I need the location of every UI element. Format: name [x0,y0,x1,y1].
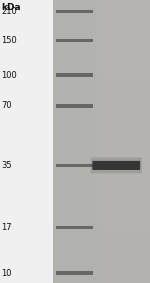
Text: 210: 210 [2,7,17,16]
Bar [56,73,93,77]
Text: kDa: kDa [2,3,21,12]
Bar [56,164,93,167]
Text: 70: 70 [2,101,12,110]
Text: 17: 17 [2,223,12,232]
Bar [56,271,93,275]
Bar [52,0,98,283]
Bar [56,104,93,108]
FancyBboxPatch shape [91,157,142,173]
Text: 10: 10 [2,269,12,278]
Bar [56,226,93,229]
Text: 35: 35 [2,161,12,170]
Bar [98,0,150,283]
Text: 150: 150 [2,36,17,45]
Bar [56,38,93,42]
Bar [56,10,93,13]
Text: 100: 100 [2,71,17,80]
FancyBboxPatch shape [92,161,140,170]
